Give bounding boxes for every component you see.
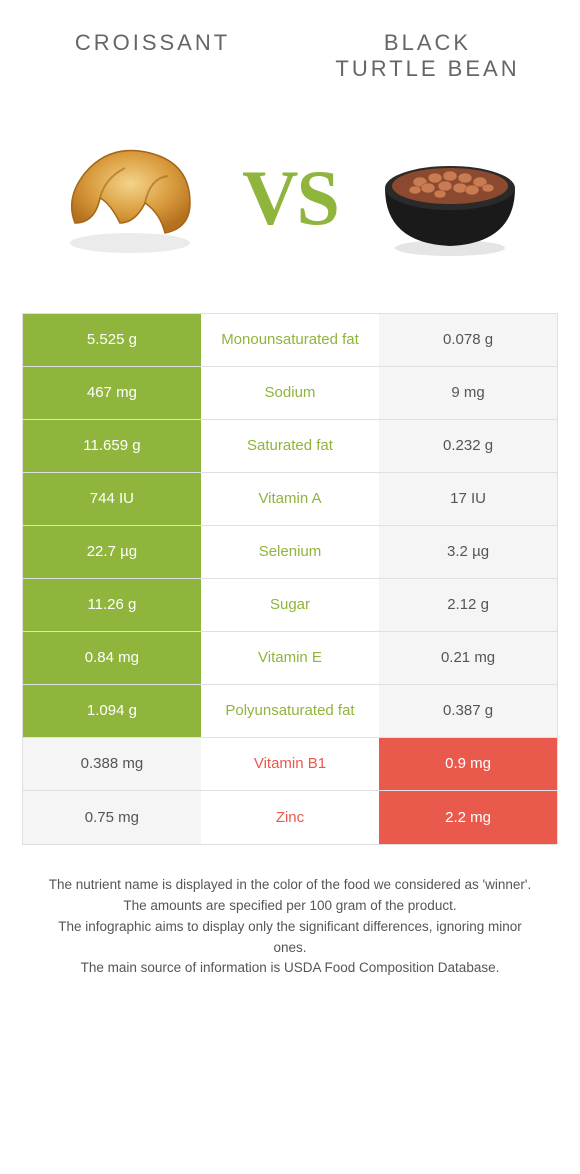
croissant-icon: [50, 128, 210, 268]
footer-line-2: The amounts are specified per 100 gram o…: [40, 896, 540, 917]
right-food-title-line2: turtle bean: [315, 56, 540, 82]
nutrient-label-cell: Zinc: [201, 791, 379, 844]
right-value-cell: 0.232 g: [379, 420, 557, 472]
right-value-cell: 17 IU: [379, 473, 557, 525]
left-food-image: [45, 123, 215, 273]
right-value-cell: 3.2 µg: [379, 526, 557, 578]
table-row: 11.659 gSaturated fat0.232 g: [23, 420, 557, 473]
footer-line-1: The nutrient name is displayed in the co…: [40, 875, 540, 896]
table-row: 467 mgSodium9 mg: [23, 367, 557, 420]
table-row: 22.7 µgSelenium3.2 µg: [23, 526, 557, 579]
right-value-cell: 0.21 mg: [379, 632, 557, 684]
nutrient-label-cell: Saturated fat: [201, 420, 379, 472]
right-food-title-container: Black turtle bean: [315, 30, 540, 83]
left-value-cell: 11.659 g: [23, 420, 201, 472]
nutrient-label-cell: Sugar: [201, 579, 379, 631]
nutrient-label-cell: Monounsaturated fat: [201, 314, 379, 366]
footer-line-3: The infographic aims to display only the…: [40, 917, 540, 959]
compare-images-row: VS: [20, 118, 560, 278]
vs-label: VS: [242, 153, 338, 243]
left-value-cell: 0.84 mg: [23, 632, 201, 684]
right-value-cell: 0.387 g: [379, 685, 557, 737]
left-value-cell: 0.75 mg: [23, 791, 201, 844]
right-food-image: [365, 123, 535, 273]
left-value-cell: 0.388 mg: [23, 738, 201, 790]
header-row: Croissant Black turtle bean: [20, 30, 560, 83]
right-value-cell: 0.078 g: [379, 314, 557, 366]
nutrient-label-cell: Vitamin E: [201, 632, 379, 684]
table-row: 0.388 mgVitamin B10.9 mg: [23, 738, 557, 791]
table-row: 1.094 gPolyunsaturated fat0.387 g: [23, 685, 557, 738]
nutrient-label-cell: Vitamin A: [201, 473, 379, 525]
table-row: 0.84 mgVitamin E0.21 mg: [23, 632, 557, 685]
table-row: 744 IUVitamin A17 IU: [23, 473, 557, 526]
left-value-cell: 467 mg: [23, 367, 201, 419]
footer-line-4: The main source of information is USDA F…: [40, 958, 540, 979]
right-value-cell: 9 mg: [379, 367, 557, 419]
nutrient-label-cell: Vitamin B1: [201, 738, 379, 790]
footer-notes: The nutrient name is displayed in the co…: [20, 875, 560, 980]
nutrient-label-cell: Polyunsaturated fat: [201, 685, 379, 737]
left-value-cell: 5.525 g: [23, 314, 201, 366]
nutrient-label-cell: Selenium: [201, 526, 379, 578]
table-row: 11.26 gSugar2.12 g: [23, 579, 557, 632]
left-value-cell: 22.7 µg: [23, 526, 201, 578]
right-food-title-line1: Black: [315, 30, 540, 56]
left-food-title: Croissant: [40, 30, 265, 56]
nutrient-table: 5.525 gMonounsaturated fat0.078 g467 mgS…: [22, 313, 558, 845]
table-row: 5.525 gMonounsaturated fat0.078 g: [23, 314, 557, 367]
beans-bowl-icon: [370, 128, 530, 268]
left-value-cell: 744 IU: [23, 473, 201, 525]
table-row: 0.75 mgZinc2.2 mg: [23, 791, 557, 844]
right-value-cell: 0.9 mg: [379, 738, 557, 790]
left-value-cell: 11.26 g: [23, 579, 201, 631]
right-value-cell: 2.2 mg: [379, 791, 557, 844]
nutrient-label-cell: Sodium: [201, 367, 379, 419]
left-value-cell: 1.094 g: [23, 685, 201, 737]
right-value-cell: 2.12 g: [379, 579, 557, 631]
left-food-title-container: Croissant: [40, 30, 265, 56]
